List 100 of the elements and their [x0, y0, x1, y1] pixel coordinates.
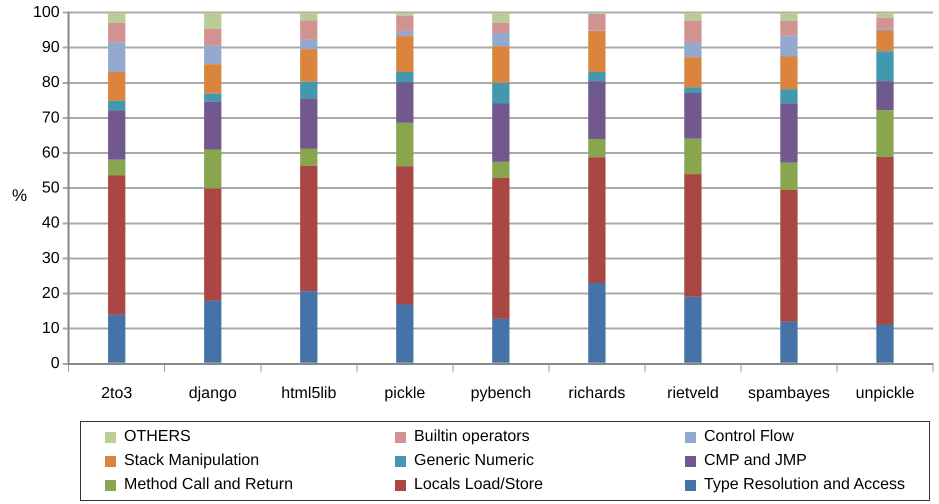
bar [300, 12, 318, 20]
y-tick-label: 50 [42, 180, 60, 197]
y-axis-title: % [12, 186, 28, 206]
x-tick-label: rietveld [667, 384, 719, 402]
bar [588, 30, 606, 72]
bar [588, 283, 606, 363]
bar [108, 110, 126, 160]
bar [204, 46, 222, 64]
y-tick-label: 10 [42, 320, 60, 338]
y-tick-label: 0 [50, 355, 60, 372]
bar [396, 166, 414, 304]
bar [300, 40, 318, 50]
y-tick-label: 100 [32, 4, 60, 22]
bar [492, 82, 510, 104]
bar [396, 122, 414, 166]
bar [492, 162, 510, 178]
x-tick-label: unpickle [856, 384, 914, 402]
bar [684, 87, 702, 94]
bar [684, 93, 702, 139]
bar [780, 162, 798, 190]
bar [588, 139, 606, 158]
bar [876, 18, 894, 29]
bar [300, 20, 318, 40]
bar [300, 166, 318, 292]
bar [300, 148, 318, 166]
legend-label: CMP and JMP [704, 452, 807, 470]
bar [108, 160, 126, 176]
x-tick-label: spambayes [748, 384, 830, 402]
bar [108, 176, 126, 315]
bar [300, 82, 318, 99]
x-tick-label: html5lib [281, 384, 336, 402]
bar [780, 36, 798, 56]
bar [108, 72, 126, 101]
bar [684, 138, 702, 174]
legend-label: Control Flow [704, 428, 794, 446]
bar [492, 318, 510, 363]
legend-label: Stack Manipulation [124, 452, 260, 470]
bar [780, 56, 798, 90]
bar [396, 82, 414, 123]
bar [204, 94, 222, 102]
y-tick-label: 70 [42, 109, 60, 126]
bar [780, 12, 798, 22]
bar [492, 32, 510, 46]
legend-label: Type Resolution and Access [704, 476, 906, 494]
bar [588, 157, 606, 284]
bar [876, 156, 894, 324]
bar [396, 30, 414, 36]
bar [204, 12, 222, 29]
bar [876, 110, 894, 157]
y-tick-label: 20 [42, 284, 60, 302]
bar [684, 12, 702, 21]
bar [204, 188, 222, 301]
bar [396, 72, 414, 82]
legend-label: OTHERS [124, 428, 191, 446]
bar [204, 300, 222, 363]
bar [876, 81, 894, 110]
bar [492, 178, 510, 319]
y-tick-label: 40 [42, 214, 60, 232]
x-tick-label: pickle [384, 384, 426, 402]
bar [780, 21, 798, 36]
y-tick-label: 80 [42, 74, 60, 92]
bar [780, 322, 798, 363]
bar [396, 16, 414, 31]
bar [780, 190, 798, 322]
bar [588, 81, 606, 140]
bar [204, 150, 222, 189]
legend-label: Builtin operators [414, 428, 530, 446]
bar [588, 14, 606, 30]
bar [492, 12, 510, 23]
bar [876, 324, 894, 363]
legend-label: Method Call and Return [124, 476, 293, 494]
bar [108, 314, 126, 363]
bar [684, 296, 702, 363]
bar [492, 104, 510, 162]
x-tick-label: 2to3 [101, 384, 132, 402]
bar [588, 72, 606, 82]
bar [684, 42, 702, 58]
legend-label: Locals Load/Store [414, 476, 543, 494]
x-tick-label: django [188, 384, 237, 402]
bar [108, 22, 126, 42]
x-tick-label: richards [568, 384, 626, 402]
bar [876, 12, 894, 18]
legend-label: Generic Numeric [414, 452, 534, 470]
bar [876, 30, 894, 52]
bar [876, 51, 894, 82]
bar [108, 42, 126, 72]
bar [396, 304, 414, 363]
bar [204, 102, 222, 150]
bar [396, 36, 414, 72]
bar [204, 64, 222, 94]
x-tick-label: pybench [470, 384, 532, 402]
bar [396, 12, 414, 16]
bar [300, 291, 318, 363]
bar [204, 28, 222, 46]
bar [684, 174, 702, 297]
y-tick-label: 60 [42, 144, 60, 162]
y-tick-label: 30 [42, 250, 60, 267]
bar [684, 20, 702, 42]
bar [780, 103, 798, 163]
bar [108, 12, 126, 23]
